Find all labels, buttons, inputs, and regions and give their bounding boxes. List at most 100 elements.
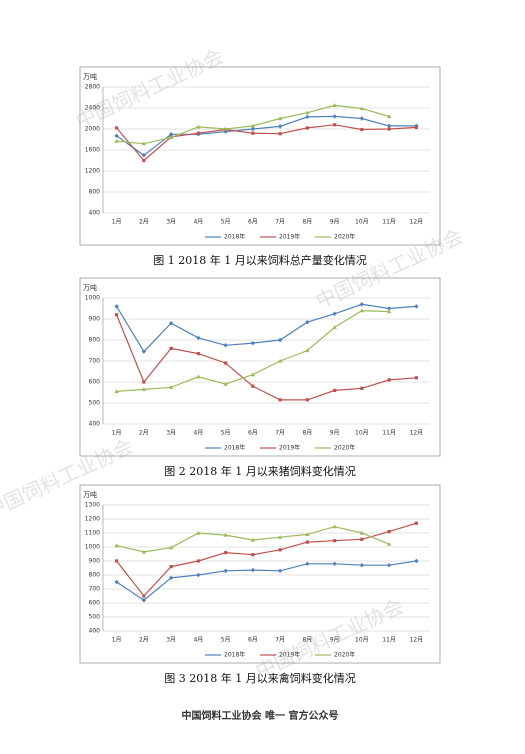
marker <box>196 530 201 535</box>
marker <box>196 572 201 578</box>
y-tick-label: 500 <box>89 400 101 407</box>
x-tick-label: 7月 <box>275 430 285 437</box>
legend-label: 2018年 <box>224 444 245 452</box>
marker <box>387 530 391 534</box>
marker <box>114 543 119 548</box>
x-tick-label: 5月 <box>221 637 231 644</box>
legend-label: 2019年 <box>279 444 300 452</box>
x-tick-label: 3月 <box>166 637 176 644</box>
x-tick-label: 1月 <box>112 219 122 226</box>
marker <box>224 361 228 365</box>
x-tick-label: 8月 <box>302 637 312 644</box>
x-tick-label: 9月 <box>330 219 340 226</box>
x-tick-label: 11月 <box>382 430 396 437</box>
marker <box>386 114 392 118</box>
marker <box>386 542 392 546</box>
marker <box>332 325 337 329</box>
x-tick-label: 10月 <box>355 637 369 644</box>
legend-label: 2020年 <box>334 233 355 241</box>
marker <box>359 116 365 121</box>
marker <box>332 114 337 119</box>
legend-label: 2018年 <box>224 233 245 241</box>
marker <box>115 126 119 130</box>
marker <box>277 124 283 129</box>
marker <box>414 125 418 130</box>
marker <box>114 133 119 139</box>
chart-title: 图 2 2018 年 1 月以来猪饲料变化情况 <box>164 464 355 478</box>
marker <box>359 106 365 111</box>
marker <box>387 127 391 131</box>
y-axis-label: 万吨 <box>83 490 97 499</box>
y-tick-label: 400 <box>89 210 101 217</box>
marker <box>196 559 200 563</box>
x-tick-label: 6月 <box>248 219 258 226</box>
marker <box>332 561 337 566</box>
y-tick-label: 500 <box>89 614 101 621</box>
x-tick-label: 4月 <box>193 430 203 437</box>
x-tick-label: 5月 <box>221 430 231 437</box>
series-line <box>116 314 417 401</box>
x-tick-label: 8月 <box>302 430 312 437</box>
y-tick-label: 1600 <box>85 147 100 154</box>
marker <box>223 568 228 573</box>
marker <box>360 386 364 390</box>
series-line <box>116 124 417 162</box>
marker <box>168 132 174 137</box>
marker <box>196 131 200 135</box>
marker <box>142 380 146 384</box>
marker <box>141 141 147 146</box>
marker <box>386 563 392 568</box>
marker <box>387 378 391 382</box>
x-tick-label: 7月 <box>275 637 285 644</box>
marker <box>278 548 282 552</box>
marker <box>386 309 392 314</box>
series-line <box>116 303 417 353</box>
x-tick-label: 6月 <box>248 430 258 437</box>
chart-title: 图 1 2018 年 1 月以来饲料总产量变化情况 <box>153 253 366 267</box>
legend-label: 2018年 <box>224 651 245 659</box>
x-tick-label: 2月 <box>139 637 149 644</box>
marker <box>277 358 283 363</box>
marker <box>277 568 283 573</box>
marker <box>168 385 174 389</box>
marker <box>305 561 310 566</box>
marker <box>332 311 337 316</box>
series-line <box>116 560 417 601</box>
marker <box>115 559 119 563</box>
x-tick-label: 4月 <box>193 219 203 226</box>
x-tick-label: 6月 <box>248 637 258 644</box>
x-tick-label: 7月 <box>275 219 285 226</box>
marker <box>386 306 392 311</box>
y-tick-label: 700 <box>89 358 101 365</box>
marker <box>333 539 337 543</box>
y-tick-label: 800 <box>89 572 101 579</box>
marker <box>168 321 174 326</box>
marker <box>141 349 147 354</box>
marker <box>333 388 337 392</box>
y-tick-label: 600 <box>89 379 101 386</box>
marker <box>305 348 310 353</box>
marker <box>250 372 256 377</box>
marker <box>223 343 228 348</box>
x-tick-label: 2月 <box>139 219 149 226</box>
marker <box>223 126 228 131</box>
marker <box>277 337 283 343</box>
y-tick-label: 2000 <box>85 126 100 133</box>
x-tick-label: 11月 <box>382 219 396 226</box>
marker <box>141 153 147 158</box>
marker <box>251 553 255 557</box>
marker <box>305 398 309 402</box>
x-tick-label: 2月 <box>139 430 149 437</box>
y-tick-label: 800 <box>89 189 101 196</box>
marker <box>114 389 119 394</box>
marker <box>360 537 364 541</box>
marker <box>333 123 337 127</box>
marker <box>142 594 146 598</box>
series-line <box>116 115 417 157</box>
marker <box>305 319 310 325</box>
marker <box>251 131 255 135</box>
y-tick-label: 700 <box>89 586 101 593</box>
chart-frame <box>79 277 441 457</box>
y-axis-label: 万吨 <box>83 283 97 292</box>
marker <box>414 376 418 380</box>
